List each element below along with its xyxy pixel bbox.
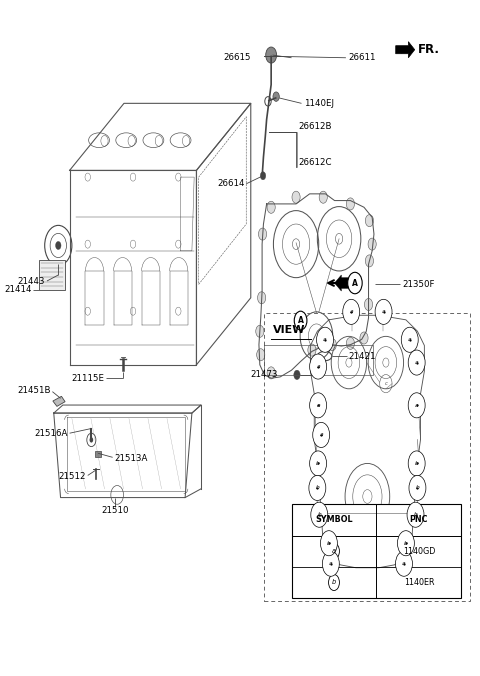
Text: b: b xyxy=(315,485,319,491)
FancyBboxPatch shape xyxy=(39,260,65,290)
Circle shape xyxy=(256,325,264,337)
Text: 21350F: 21350F xyxy=(402,280,434,289)
Circle shape xyxy=(310,393,326,418)
Circle shape xyxy=(343,299,360,324)
Text: a: a xyxy=(415,360,419,365)
Text: b: b xyxy=(316,461,320,466)
Circle shape xyxy=(258,292,266,304)
Circle shape xyxy=(328,543,339,559)
Text: b: b xyxy=(317,512,321,517)
Circle shape xyxy=(260,172,266,180)
Text: 21421: 21421 xyxy=(348,352,376,360)
Text: b: b xyxy=(416,485,420,491)
Polygon shape xyxy=(396,42,415,57)
Circle shape xyxy=(360,332,368,344)
Circle shape xyxy=(408,393,425,418)
Circle shape xyxy=(365,215,373,226)
Text: a: a xyxy=(402,561,406,566)
Circle shape xyxy=(294,370,300,379)
Text: b: b xyxy=(332,579,336,585)
Circle shape xyxy=(409,475,426,500)
Text: b: b xyxy=(414,512,418,517)
Text: a: a xyxy=(349,310,353,314)
Circle shape xyxy=(407,502,424,527)
Circle shape xyxy=(258,228,266,240)
Text: 21115E: 21115E xyxy=(71,374,104,383)
Circle shape xyxy=(308,344,316,356)
Circle shape xyxy=(90,437,93,443)
Text: a: a xyxy=(316,364,320,369)
Text: a: a xyxy=(319,433,323,437)
Text: 21516A: 21516A xyxy=(35,429,68,437)
Text: 21443: 21443 xyxy=(18,277,45,286)
Text: 26611: 26611 xyxy=(348,53,376,62)
Circle shape xyxy=(401,327,418,352)
Text: SYMBOL: SYMBOL xyxy=(315,515,353,525)
Text: b: b xyxy=(404,541,408,546)
Circle shape xyxy=(408,451,425,476)
Polygon shape xyxy=(95,451,101,457)
Polygon shape xyxy=(335,275,350,291)
Text: 26614: 26614 xyxy=(217,179,244,189)
Text: a: a xyxy=(415,403,419,408)
Text: 1140EJ: 1140EJ xyxy=(304,99,334,108)
Circle shape xyxy=(56,241,61,249)
Circle shape xyxy=(365,255,373,267)
Circle shape xyxy=(311,502,328,527)
Circle shape xyxy=(328,575,339,591)
Circle shape xyxy=(396,551,412,576)
Circle shape xyxy=(294,311,307,330)
Circle shape xyxy=(309,475,326,500)
Text: 21451B: 21451B xyxy=(17,386,50,395)
Text: a: a xyxy=(382,310,385,314)
Text: a: a xyxy=(332,548,336,554)
Circle shape xyxy=(347,337,355,349)
Text: 21512: 21512 xyxy=(59,473,86,481)
Text: A: A xyxy=(298,316,303,325)
Circle shape xyxy=(310,354,326,379)
Circle shape xyxy=(292,191,300,203)
Polygon shape xyxy=(53,396,65,406)
Circle shape xyxy=(321,531,337,556)
Circle shape xyxy=(397,531,414,556)
Circle shape xyxy=(375,299,392,324)
Circle shape xyxy=(267,367,275,379)
Text: b: b xyxy=(327,541,331,546)
Text: 1140GD: 1140GD xyxy=(403,547,435,556)
Circle shape xyxy=(328,339,336,351)
Circle shape xyxy=(348,272,362,294)
Circle shape xyxy=(313,422,330,448)
Circle shape xyxy=(319,191,327,203)
Text: a: a xyxy=(316,403,320,408)
Text: PNC: PNC xyxy=(409,515,428,525)
Text: c: c xyxy=(384,381,387,386)
Circle shape xyxy=(310,451,326,476)
FancyBboxPatch shape xyxy=(291,504,461,598)
Text: 21510: 21510 xyxy=(101,506,129,516)
Circle shape xyxy=(257,349,265,361)
Text: b: b xyxy=(415,461,419,466)
Text: FR.: FR. xyxy=(418,43,439,56)
Circle shape xyxy=(317,327,334,352)
Circle shape xyxy=(364,298,372,310)
Circle shape xyxy=(347,198,355,210)
Text: A: A xyxy=(352,279,358,287)
Text: 1140ER: 1140ER xyxy=(404,578,434,587)
Circle shape xyxy=(266,47,276,63)
Text: 21414: 21414 xyxy=(4,285,32,294)
Circle shape xyxy=(273,92,279,101)
Text: 26612B: 26612B xyxy=(299,122,332,131)
Text: 21513A: 21513A xyxy=(114,454,147,463)
Circle shape xyxy=(323,551,339,576)
Circle shape xyxy=(368,238,376,250)
Text: VIEW: VIEW xyxy=(273,324,305,335)
Circle shape xyxy=(408,350,425,375)
Text: 26612C: 26612C xyxy=(299,158,332,167)
Text: a: a xyxy=(408,337,411,342)
Text: 26615: 26615 xyxy=(223,53,251,62)
Text: a: a xyxy=(329,561,333,566)
Text: 21473: 21473 xyxy=(251,370,278,379)
Text: a: a xyxy=(323,337,327,342)
Circle shape xyxy=(267,201,275,214)
